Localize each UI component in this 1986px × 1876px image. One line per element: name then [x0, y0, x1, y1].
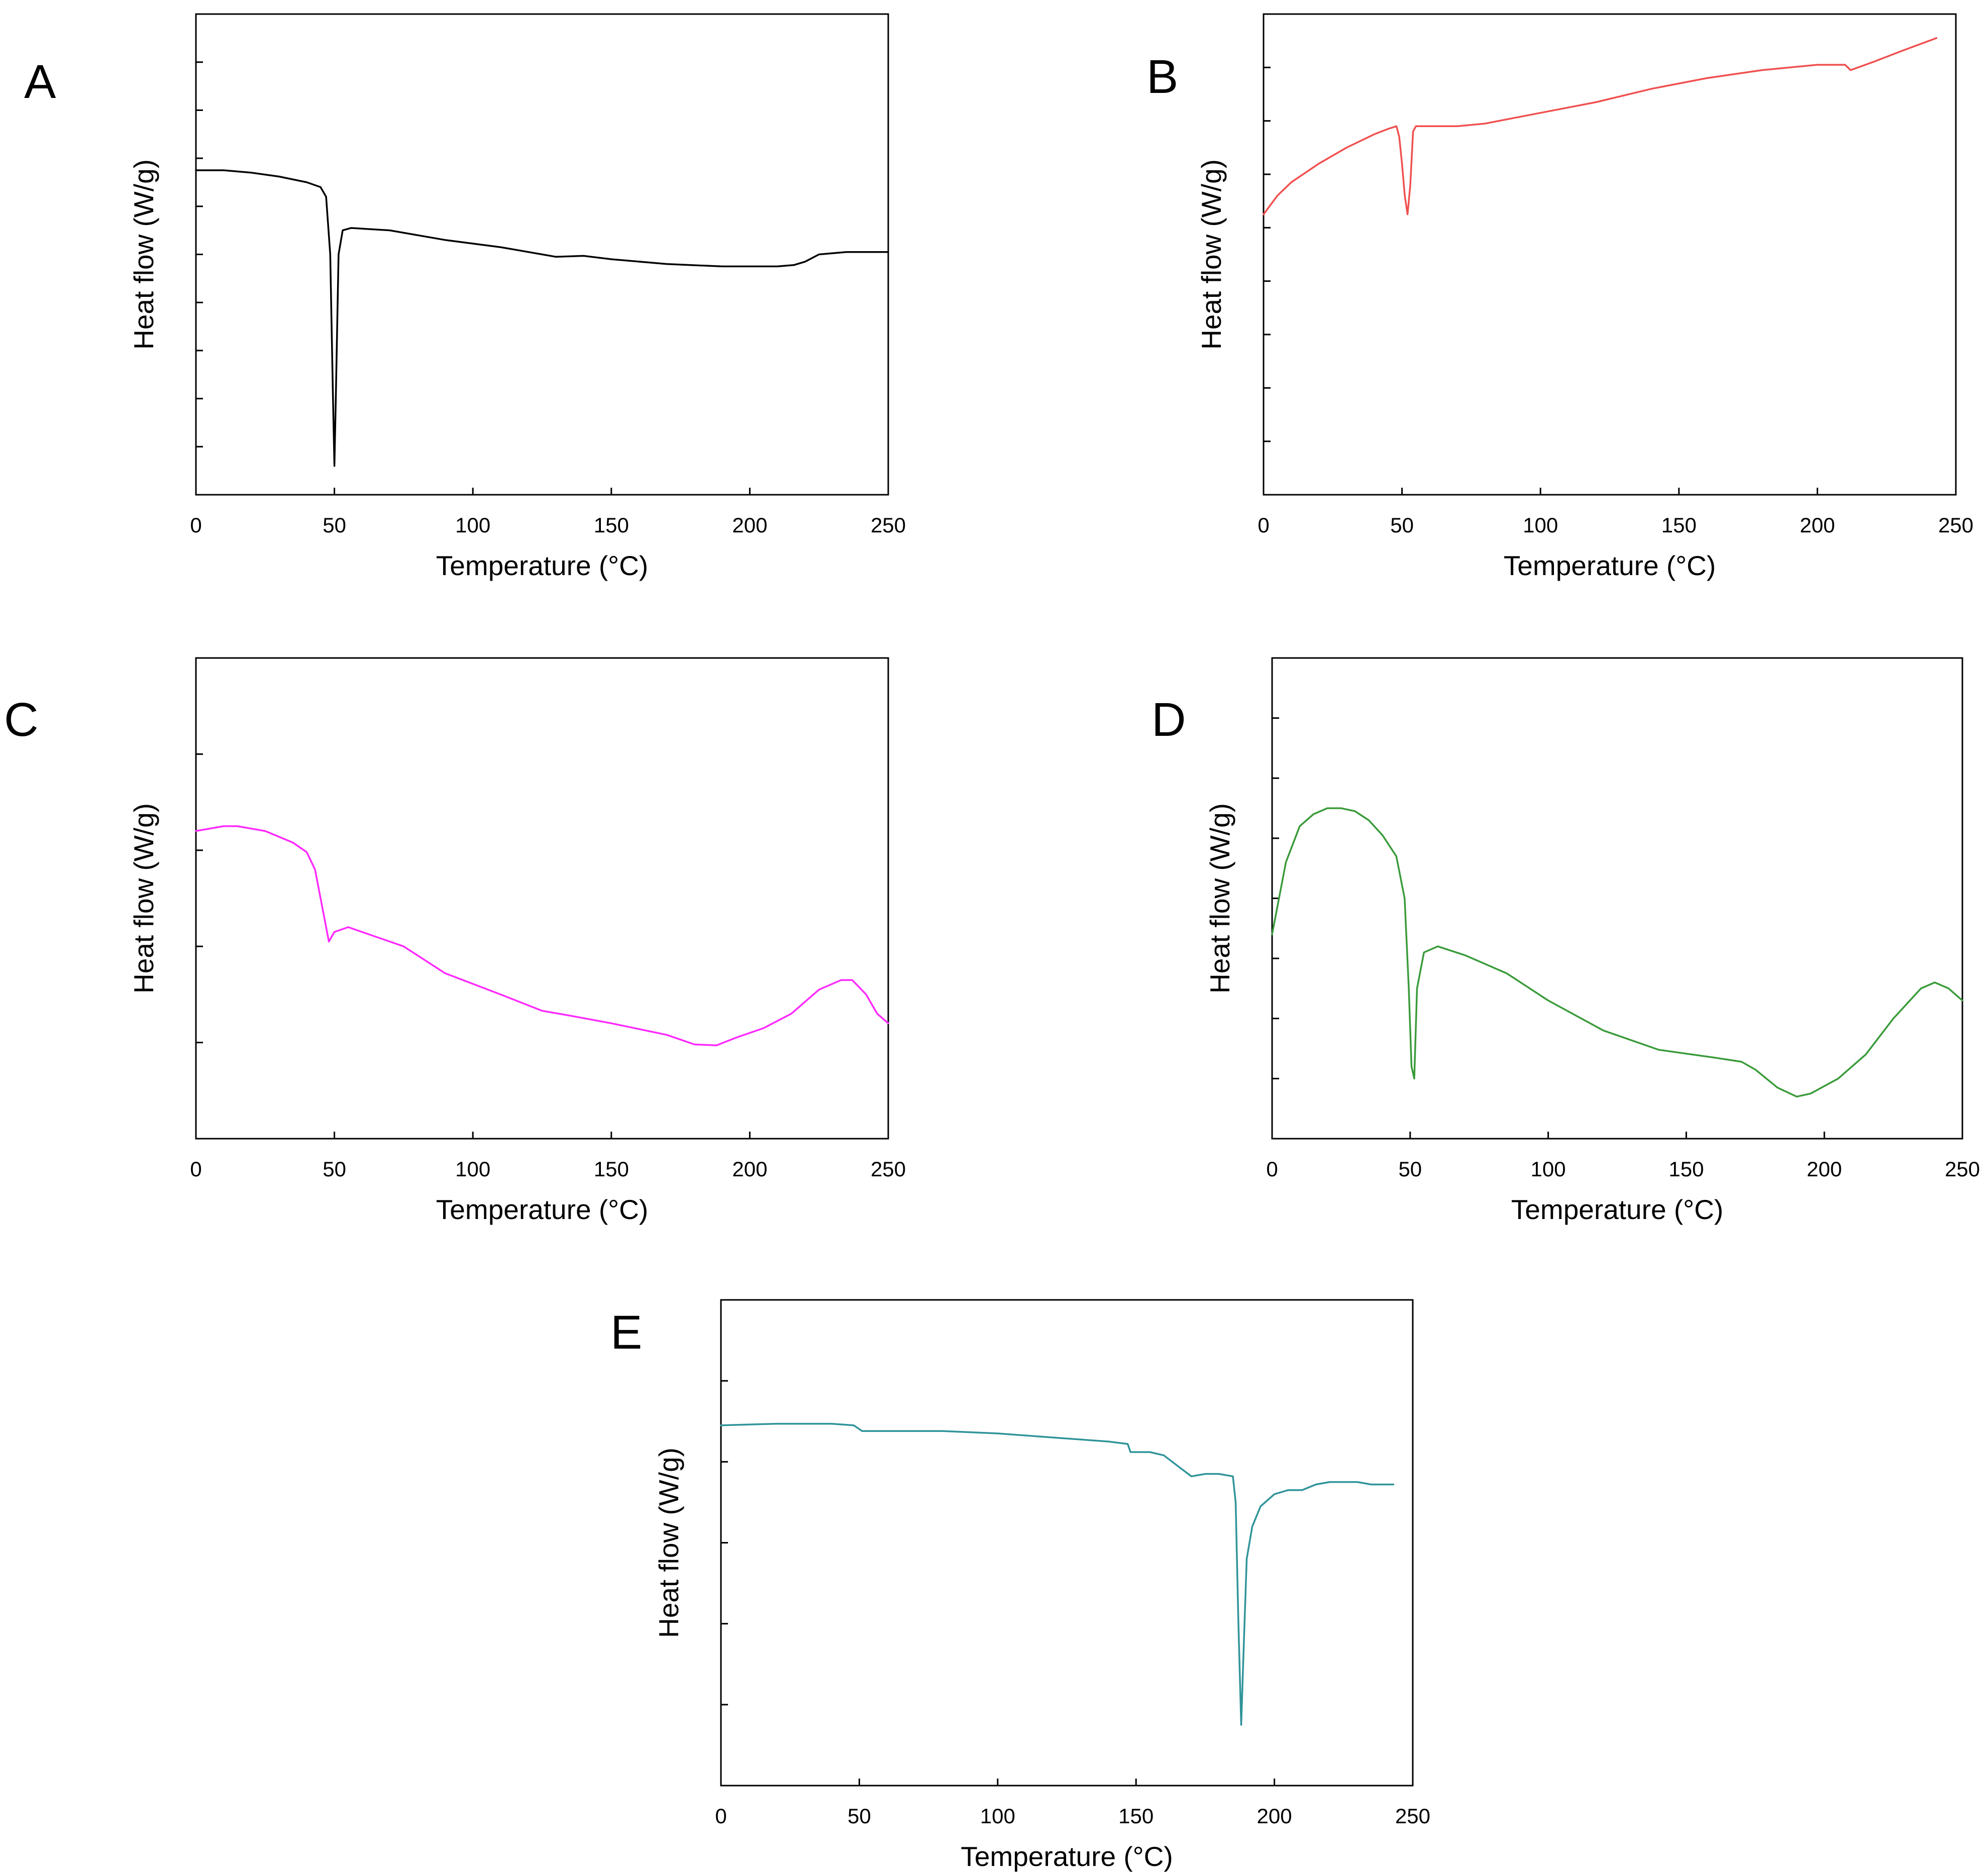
x-tick-label-e-50: 50	[848, 1804, 871, 1828]
y-axis-title-c: Heat flow (W/g)	[128, 803, 159, 994]
x-tick-label-e-150: 150	[1118, 1804, 1154, 1828]
x-tick-label-d-150: 150	[1668, 1157, 1704, 1181]
x-tick-label-d-250: 250	[1945, 1157, 1980, 1181]
x-tick-label-e-100: 100	[980, 1804, 1015, 1828]
panel-letter-a: A	[24, 55, 56, 108]
plot-frame-b	[1263, 13, 1957, 496]
plot-frame-d	[1271, 657, 1963, 1140]
panel-d: 0 50 100 150 200 250 Temperature (°C) Heat flow…	[1152, 657, 1980, 1225]
y-axis-title-d: Heat flow (W/g)	[1204, 803, 1235, 994]
y-axis-title-b: Heat flow (W/g)	[1196, 159, 1227, 350]
x-tick-label-c-100: 100	[455, 1157, 490, 1181]
panel-a: 0 50 100 150 200 250 Temperature (°C) Heat flow…	[24, 13, 906, 581]
x-tick-label-e-200: 200	[1257, 1804, 1292, 1828]
x-tick-label-a-100: 100	[455, 513, 490, 537]
x-tick-label-c-250: 250	[871, 1157, 906, 1181]
series-line-a	[195, 169, 889, 467]
x-axis-title-b: Temperature (°C)	[1504, 550, 1716, 581]
x-tick-label-c-50: 50	[323, 1157, 346, 1181]
panel-letter-c: C	[4, 693, 39, 746]
panel-e: 0 50 100 150 200 250 Temperature (°C) Heat flow…	[610, 1299, 1430, 1872]
x-tick-label-a-250: 250	[871, 513, 906, 537]
x-tick-label-c-150: 150	[594, 1157, 629, 1181]
panel-b: 0 50 100 150 200 250 Temperature (°C) Heat flow…	[1146, 13, 1973, 581]
y-axis-title-a: Heat flow (W/g)	[128, 159, 159, 350]
x-tick-label-a-0: 0	[190, 513, 201, 537]
x-tick-label-b-0: 0	[1258, 513, 1269, 537]
panel-c: 0 50 100 150 200 250 Temperature (°C) Heat flow…	[4, 657, 906, 1225]
x-tick-label-c-200: 200	[732, 1157, 767, 1181]
plot-frame-c	[195, 657, 889, 1140]
x-tick-label-b-50: 50	[1390, 513, 1414, 537]
x-tick-label-b-250: 250	[1938, 513, 1973, 537]
x-tick-label-b-150: 150	[1661, 513, 1697, 537]
x-axis-title-d: Temperature (°C)	[1511, 1194, 1723, 1225]
series-line-c	[195, 825, 889, 1047]
x-axis-title-c: Temperature (°C)	[436, 1194, 648, 1225]
series-line-b	[1263, 37, 1938, 215]
x-tick-label-a-200: 200	[732, 513, 767, 537]
x-tick-label-c-0: 0	[190, 1157, 201, 1181]
x-tick-label-d-0: 0	[1266, 1157, 1278, 1181]
x-tick-label-b-200: 200	[1800, 513, 1835, 537]
x-tick-label-d-50: 50	[1398, 1157, 1422, 1181]
panel-letter-e: E	[610, 1306, 642, 1359]
plot-frame-e	[720, 1299, 1414, 1787]
x-tick-label-d-100: 100	[1531, 1157, 1566, 1181]
x-tick-label-e-0: 0	[715, 1804, 726, 1828]
panel-letter-b: B	[1146, 50, 1178, 103]
x-tick-label-a-150: 150	[594, 513, 629, 537]
x-tick-label-d-200: 200	[1807, 1157, 1842, 1181]
x-tick-label-a-50: 50	[323, 513, 346, 537]
panel-letter-d: D	[1152, 693, 1186, 746]
y-axis-title-e: Heat flow (W/g)	[653, 1448, 684, 1638]
x-axis-title-a: Temperature (°C)	[436, 550, 648, 581]
x-tick-label-e-250: 250	[1395, 1804, 1430, 1828]
x-axis-title-e: Temperature (°C)	[961, 1841, 1173, 1872]
series-line-e	[720, 1422, 1395, 1726]
series-line-d	[1271, 807, 1963, 1098]
x-tick-label-b-100: 100	[1523, 513, 1558, 537]
